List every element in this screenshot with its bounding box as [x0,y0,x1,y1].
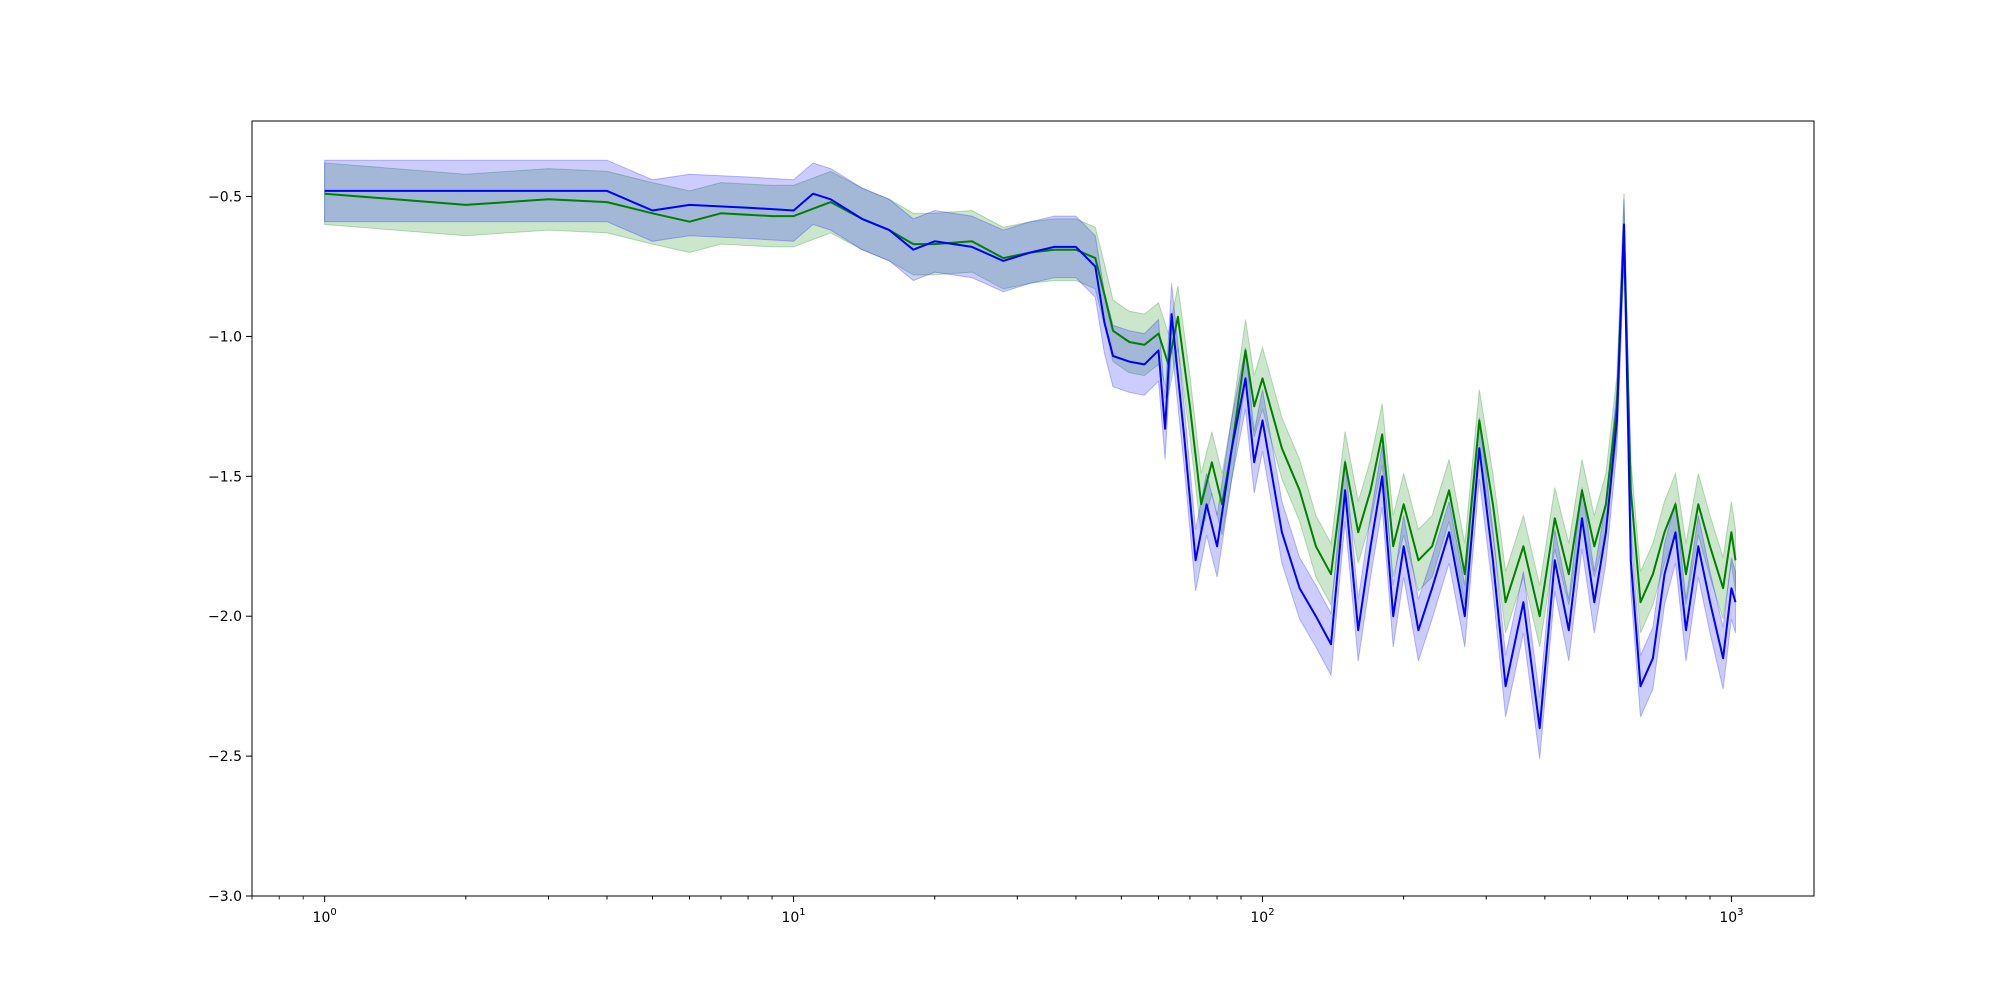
plot-frame [251,120,1815,897]
y-tick-label: −1.5 [208,469,242,485]
series-lines [324,189,1737,730]
series-2-band [324,159,1736,759]
y-tick-label: −1.0 [208,329,242,345]
plot-background [252,121,1814,896]
x-tick-label: 101 [781,907,805,926]
series-2-line [324,189,1737,730]
y-axis: −0.5 −1.0 −1.5 −2.0 −2.5 −3.0 [208,190,252,905]
y-tick-label: −2.5 [208,749,242,765]
y-tick-label: −0.5 [208,190,242,206]
confidence-bands [324,159,1736,759]
x-tick-label: 100 [313,907,337,926]
x-tick-label: 103 [1719,907,1743,926]
y-tick-label: −3.0 [208,889,242,905]
series-1-band [324,162,1736,648]
x-axis: 100 101 102 103 [251,896,1744,926]
x-tick-label: 102 [1250,907,1274,926]
y-tick-label: −2.0 [208,609,242,625]
